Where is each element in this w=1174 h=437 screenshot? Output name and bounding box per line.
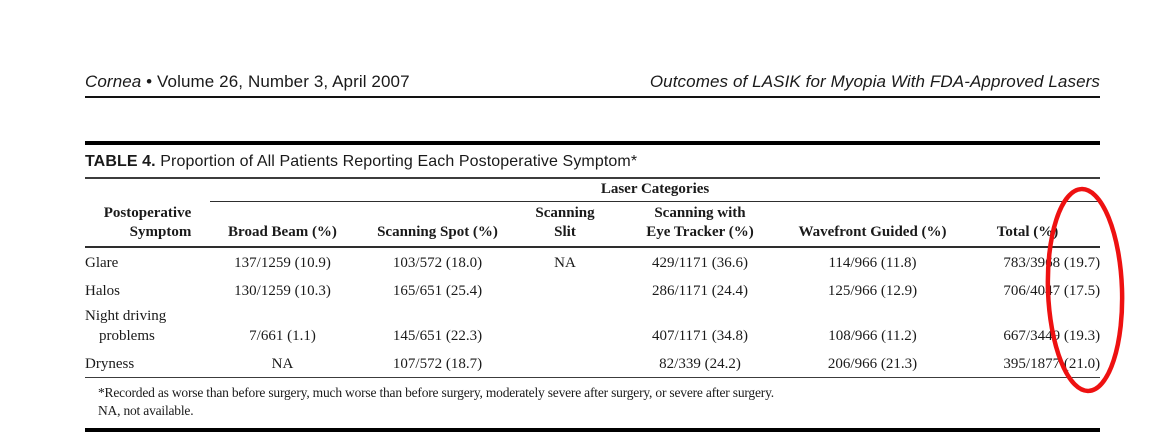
cell-eye-tracker: 286/1171 (24.4) xyxy=(651,283,749,299)
spanner-row: Laser Categories xyxy=(85,179,1101,202)
cell-scanning-slit: NA xyxy=(554,255,576,271)
cell-eye-tracker: 429/1171 (36.6) xyxy=(651,255,749,271)
col-header-scanning-slit-line1: Scanning xyxy=(535,205,595,221)
table-caption: TABLE 4. Proportion of All Patients Repo… xyxy=(85,141,1100,179)
col-header-symptom: Postoperative Symptom xyxy=(85,202,210,248)
cell-scanning-spot: 165/651 (25.4) xyxy=(392,283,483,299)
cell-symptom: Dryness xyxy=(85,349,210,378)
cell-scanning-spot: 103/572 (18.0) xyxy=(392,255,483,271)
col-header-scanning-slit: Scanning Slit xyxy=(520,202,610,248)
col-header-scanning-slit-line2: Slit xyxy=(554,224,576,240)
running-head-right: Outcomes of LASIK for Myopia With FDA-Ap… xyxy=(649,72,1100,91)
footnote-na: NA, not available. xyxy=(98,403,194,418)
table-row-halos: Halos 130/1259 (10.3) 165/651 (25.4) 286… xyxy=(85,276,1100,304)
cell-wavefront: 125/966 (12.9) xyxy=(827,283,918,299)
symptom-label-line2: problems xyxy=(99,328,155,344)
cell-scanning-spot: 107/572 (18.7) xyxy=(392,356,483,372)
running-head-left: Cornea • Volume 26, Number 3, April 2007 xyxy=(85,72,410,92)
spanner-header: Laser Categories xyxy=(210,179,1101,202)
cell-wavefront: 206/966 (21.3) xyxy=(827,356,918,372)
cell-broad-beam: 130/1259 (10.3) xyxy=(234,283,331,299)
results-table: Laser Categories Postoperative Symptom B… xyxy=(85,179,1101,378)
symptom-label: Night driving xyxy=(85,308,167,324)
table-label: TABLE 4. xyxy=(85,153,156,170)
running-head: Cornea • Volume 26, Number 3, April 2007… xyxy=(85,72,1100,98)
cell-symptom: Glare xyxy=(85,247,210,276)
cell-total: 667/3449 (19.3) xyxy=(1003,328,1101,344)
cell-total: 395/1877 (21.0) xyxy=(1003,356,1101,372)
cell-total: 783/3968 (19.7) xyxy=(1003,255,1101,271)
cell-symptom: Halos xyxy=(85,276,210,304)
col-header-eye-tracker-line1: Scanning with xyxy=(654,205,746,221)
col-header-eye-tracker: Scanning with Eye Tracker (%) xyxy=(610,202,790,248)
cell-broad-beam: NA xyxy=(271,356,294,372)
cell-eye-tracker: 82/339 (24.2) xyxy=(659,356,741,372)
col-header-symptom-line2: Symptom xyxy=(129,224,192,240)
table-footnotes: *Recorded as worse than before surgery, … xyxy=(85,378,1100,432)
cell-wavefront: 108/966 (11.2) xyxy=(828,328,917,344)
symptom-label: Dryness xyxy=(85,356,135,372)
cell-scanning-slit xyxy=(520,349,610,378)
table-row-night-driving: Night driving problems 7/661 (1.1) 145/65… xyxy=(85,304,1100,349)
table-row-dryness: Dryness NA 107/572 (18.7) 82/339 (24.2) … xyxy=(85,349,1101,378)
cell-eye-tracker: 407/1171 (34.8) xyxy=(651,328,749,344)
cell-total: 706/4047 (17.5) xyxy=(1003,283,1101,299)
spanner-spacer xyxy=(85,179,210,202)
column-header-row: Postoperative Symptom Broad Beam (%) Sca… xyxy=(85,202,1101,248)
col-header-eye-tracker-line2: Eye Tracker (%) xyxy=(646,224,754,240)
table-row-glare: Glare 137/1259 (10.9) 103/572 (18.0) NA … xyxy=(85,247,1100,276)
symptom-label: Halos xyxy=(85,283,120,299)
symptom-label: Glare xyxy=(85,255,119,271)
footnote-recorded: *Recorded as worse than before surgery, … xyxy=(98,385,774,400)
cell-broad-beam: 137/1259 (10.9) xyxy=(234,255,331,271)
journal-name: Cornea xyxy=(85,72,142,91)
table-4-block: TABLE 4. Proportion of All Patients Repo… xyxy=(85,141,1101,432)
cell-scanning-slit xyxy=(520,304,610,349)
col-header-total: Total (%) xyxy=(996,224,1059,240)
cell-scanning-spot: 145/651 (22.3) xyxy=(392,328,483,344)
cell-scanning-slit xyxy=(520,276,610,304)
col-header-scanning-spot: Scanning Spot (%) xyxy=(377,224,498,240)
col-header-broad-beam: Broad Beam (%) xyxy=(228,224,337,240)
cell-symptom: Night driving problems xyxy=(85,304,210,349)
col-header-symptom-line1: Postoperative xyxy=(103,205,192,221)
col-header-wavefront: Wavefront Guided (%) xyxy=(798,224,947,240)
journal-issue: • Volume 26, Number 3, April 2007 xyxy=(141,72,410,91)
cell-broad-beam: 7/661 (1.1) xyxy=(249,328,316,344)
table-title: Proportion of All Patients Reporting Eac… xyxy=(155,153,638,170)
cell-wavefront: 114/966 (11.8) xyxy=(828,255,917,271)
